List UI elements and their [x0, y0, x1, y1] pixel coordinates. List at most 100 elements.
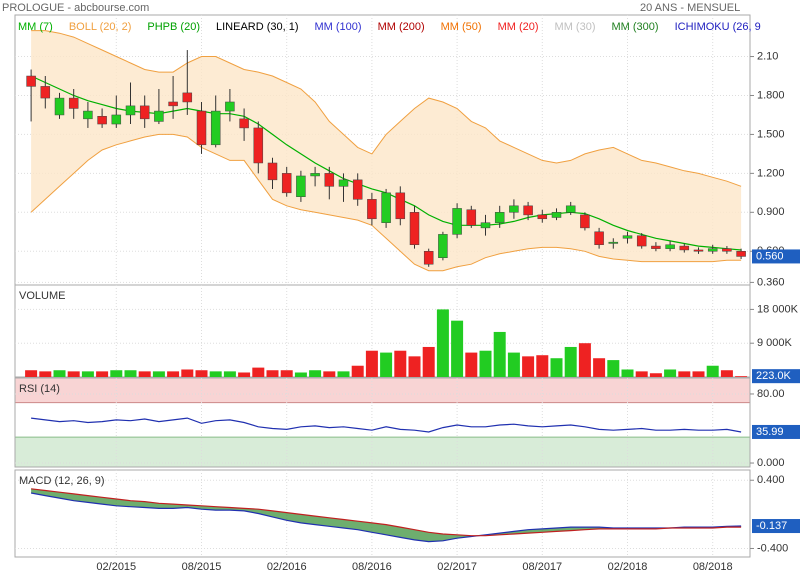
volume-bar: [96, 371, 109, 377]
candle-body: [139, 105, 150, 120]
candle-body: [253, 127, 264, 164]
volume-bar: [436, 309, 449, 377]
legend-entry: MM (20): [498, 21, 539, 33]
candle-body: [537, 214, 548, 220]
candle-body: [154, 110, 164, 122]
candle-body: [679, 245, 690, 251]
last-value-label: 0.560: [756, 250, 784, 262]
candle-body: [523, 205, 533, 216]
candle-body: [296, 175, 306, 197]
volume-bar: [365, 350, 378, 377]
bollinger-upper: [31, 30, 742, 187]
volume-bar: [138, 371, 151, 377]
legend-entry: MM (100): [315, 21, 362, 33]
x-tick-label: 08/2016: [352, 561, 392, 573]
legend-entry: MM (50): [441, 21, 482, 33]
indicator-line: [30, 492, 742, 543]
candle-body: [281, 173, 292, 194]
volume-bar: [607, 360, 620, 377]
volume-bar: [664, 369, 677, 377]
panel-title: RSI (14): [19, 383, 60, 395]
candle-body: [338, 179, 349, 187]
volume-bar: [593, 358, 606, 377]
x-tick-label: 02/2016: [267, 561, 307, 573]
candle-body: [54, 97, 65, 116]
y-tick-label: 1.500: [757, 128, 785, 140]
candle-body: [565, 205, 576, 213]
candle-body: [210, 110, 221, 146]
volume-bar: [479, 350, 492, 377]
volume-bar: [238, 372, 251, 377]
candle-body: [367, 199, 377, 220]
oversold-zone: [15, 437, 750, 467]
candle-body: [97, 116, 107, 125]
last-value-box: [752, 249, 800, 264]
volume-bar: [678, 371, 691, 377]
volume-bar: [39, 371, 52, 377]
candle-body: [466, 209, 477, 226]
volume-bar: [53, 370, 66, 377]
volume-bar: [25, 370, 38, 377]
legend-entry: ICHIMOKU (26, 9: [675, 21, 761, 33]
candle-body: [665, 244, 675, 249]
candle-body: [168, 101, 178, 107]
volume-bar: [294, 372, 307, 377]
candle-body: [438, 234, 448, 258]
last-value-box: [752, 424, 800, 439]
volume-bar: [309, 370, 322, 377]
volume-bar: [167, 371, 180, 377]
panel-title: VOLUME: [19, 290, 65, 302]
last-value-box: [752, 519, 800, 534]
legend-entry: LINEARD (30, 1): [216, 21, 299, 33]
candle-body: [622, 235, 633, 239]
volume-bar: [351, 365, 364, 377]
volume-bar: [394, 350, 407, 377]
last-value-label: 223.0K: [756, 370, 792, 382]
bollinger-band: [31, 30, 742, 271]
legend-entry: MM (200): [378, 21, 425, 33]
volume-bar: [649, 373, 662, 377]
candle-body: [40, 86, 51, 99]
volume-bar: [252, 367, 265, 377]
legend-entry: PHPB (20): [147, 21, 200, 33]
volume-bar: [621, 369, 634, 377]
indicator-line: [31, 417, 742, 433]
candle-body: [423, 251, 434, 265]
x-tick-label: 02/2015: [96, 561, 136, 573]
candle-body: [225, 101, 235, 112]
x-tick-label: 08/2015: [182, 561, 222, 573]
candle-body: [310, 173, 320, 177]
x-tick-label: 08/2017: [522, 561, 562, 573]
volume-bar: [110, 370, 123, 377]
legend-entry: BOLL (20, 2): [69, 21, 132, 33]
last-value-label: -0.137: [756, 520, 787, 532]
candle-body: [381, 192, 391, 223]
volume-bar: [692, 371, 705, 377]
volume-bar: [706, 365, 719, 377]
macd-histogram: [31, 488, 742, 542]
volume-bar: [81, 371, 94, 377]
volume-bar: [578, 343, 591, 377]
candle-body: [636, 235, 647, 247]
candle-body: [352, 179, 363, 200]
volume-bar: [223, 371, 236, 377]
candle-body: [551, 212, 562, 218]
candle-body: [182, 92, 193, 103]
candle-body: [196, 110, 207, 146]
page-title: PROLOGUE - abcbourse.com: [2, 2, 149, 14]
bollinger-lower: [30, 133, 742, 272]
panel-frame: [14, 377, 751, 468]
candle-body: [736, 251, 746, 257]
candle-body: [267, 162, 278, 181]
candle-body: [125, 105, 136, 116]
y-tick-label: 0.900: [757, 206, 785, 218]
volume-bar: [181, 369, 194, 377]
panel-frame: [14, 469, 751, 558]
volume-bar: [124, 370, 137, 377]
volume-bar: [550, 358, 563, 377]
y-tick-label: 80.00: [757, 388, 785, 400]
candle-body: [111, 114, 122, 125]
legend-entry: MM (7): [18, 21, 53, 33]
volume-bar: [67, 371, 80, 377]
legend-entry: MM (30): [555, 21, 596, 33]
